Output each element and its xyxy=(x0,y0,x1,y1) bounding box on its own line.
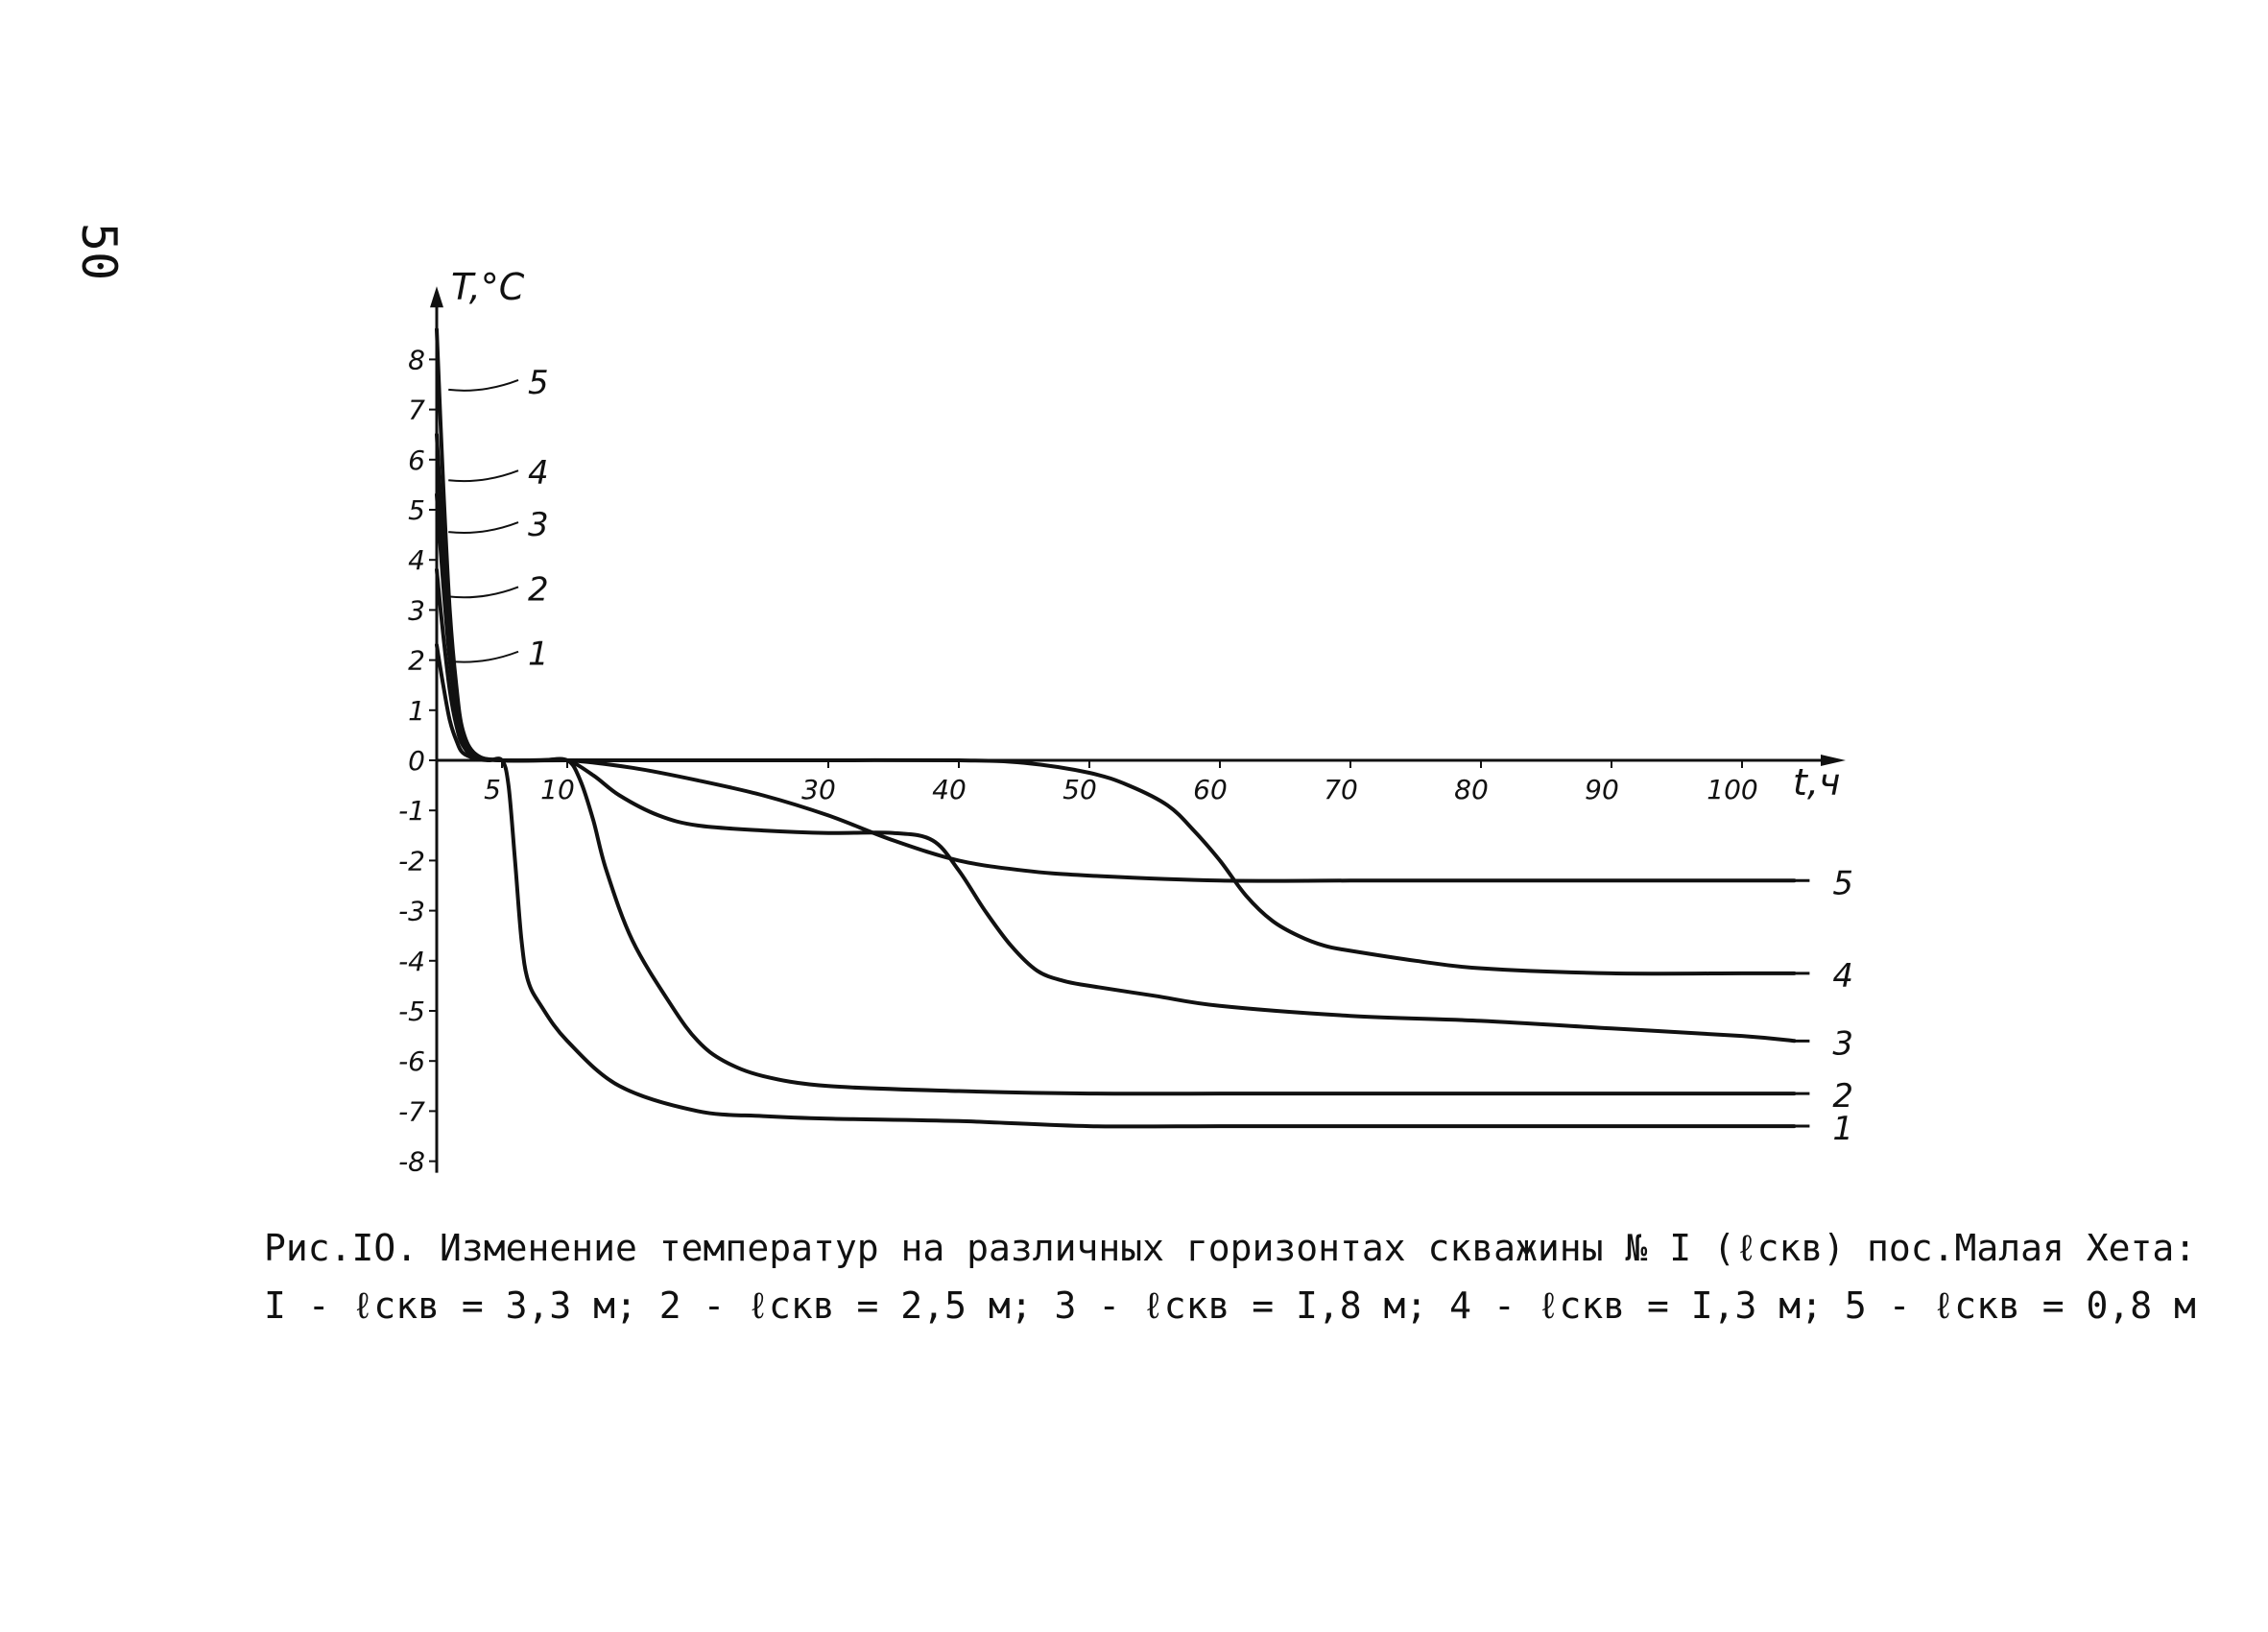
y-tick-label: 2 xyxy=(408,645,425,677)
series-2-line xyxy=(435,567,1797,1096)
y-tick-label: 4 xyxy=(408,544,425,576)
y-tick-label: 5 xyxy=(408,494,425,526)
x-tick-label: 50 xyxy=(1062,774,1097,805)
series-2-callout-label: 2 xyxy=(528,570,549,609)
y-tick-label: 8 xyxy=(408,344,425,375)
series-3-callout-label: 3 xyxy=(528,506,549,544)
series-1-end-label: 1 xyxy=(1832,1110,1853,1148)
y-tick-label: -1 xyxy=(398,795,425,827)
y-tick-label: -3 xyxy=(398,896,425,927)
x-tick-label: 70 xyxy=(1324,774,1358,805)
series-5-end-label: 5 xyxy=(1832,864,1853,902)
figure-caption-line2: I - ℓскв = 3,3 м; 2 - ℓскв = 2,5 м; 3 - … xyxy=(264,1284,2196,1327)
series-5-callout-leader xyxy=(448,378,519,392)
series-lines xyxy=(435,327,1810,1129)
y-tick-label: -8 xyxy=(398,1146,425,1178)
y-tick-label: 6 xyxy=(408,444,425,476)
series-1-callout-label: 1 xyxy=(528,636,549,674)
x-tick-label: 5 xyxy=(484,774,501,805)
series-5-callout-label: 5 xyxy=(528,364,549,402)
series-2-callout-leader xyxy=(448,586,519,599)
x-axis-label: t,ч xyxy=(1793,761,1840,804)
y-tick-label: 1 xyxy=(408,695,425,727)
x-tick-label: 80 xyxy=(1454,774,1489,805)
y-tick-label: 3 xyxy=(408,594,425,626)
y-tick-label: 0 xyxy=(408,745,425,777)
chart-axes xyxy=(429,286,1846,1173)
series-4-callout-leader xyxy=(448,469,519,483)
y-tick-label: -6 xyxy=(398,1045,425,1077)
x-tick-label: 40 xyxy=(932,774,967,805)
y-axis-arrow xyxy=(430,286,443,308)
series-4-line xyxy=(435,432,1797,976)
series-1-line xyxy=(435,642,1797,1129)
figure-caption-line1: Рис.IO. Изменение температур на различны… xyxy=(264,1227,2197,1269)
x-tick-labels: 5 10 30 40 50 60 70 80 90 100 xyxy=(484,774,1758,805)
series-1-callout-leader xyxy=(448,650,519,663)
x-tick-label: 10 xyxy=(540,774,575,805)
y-tick-label: -4 xyxy=(398,946,425,977)
series-5-line xyxy=(435,327,1797,883)
y-axis-label: T,°C xyxy=(451,266,525,308)
y-tick-label: -7 xyxy=(398,1095,425,1127)
series-2-end-label: 2 xyxy=(1832,1077,1853,1116)
x-tick-label: 60 xyxy=(1193,774,1228,805)
y-tick-label: -2 xyxy=(398,845,425,876)
x-tick-label: 30 xyxy=(801,774,836,805)
series-3-end-label: 3 xyxy=(1832,1024,1853,1063)
series-3-callout-leader xyxy=(448,521,519,534)
y-tick-labels: 8 7 6 5 4 3 2 1 0 -1 -2 -3 -4 -5 -6 -7 -8 xyxy=(398,344,425,1177)
x-axis-arrow xyxy=(1821,755,1846,766)
series-4-callout-label: 4 xyxy=(528,454,549,492)
x-tick-label: 90 xyxy=(1585,774,1619,805)
y-tick-label: -5 xyxy=(398,996,425,1027)
x-tick-label: 100 xyxy=(1707,774,1757,805)
y-tick-label: 7 xyxy=(408,395,425,426)
series-4-end-label: 4 xyxy=(1832,957,1853,996)
